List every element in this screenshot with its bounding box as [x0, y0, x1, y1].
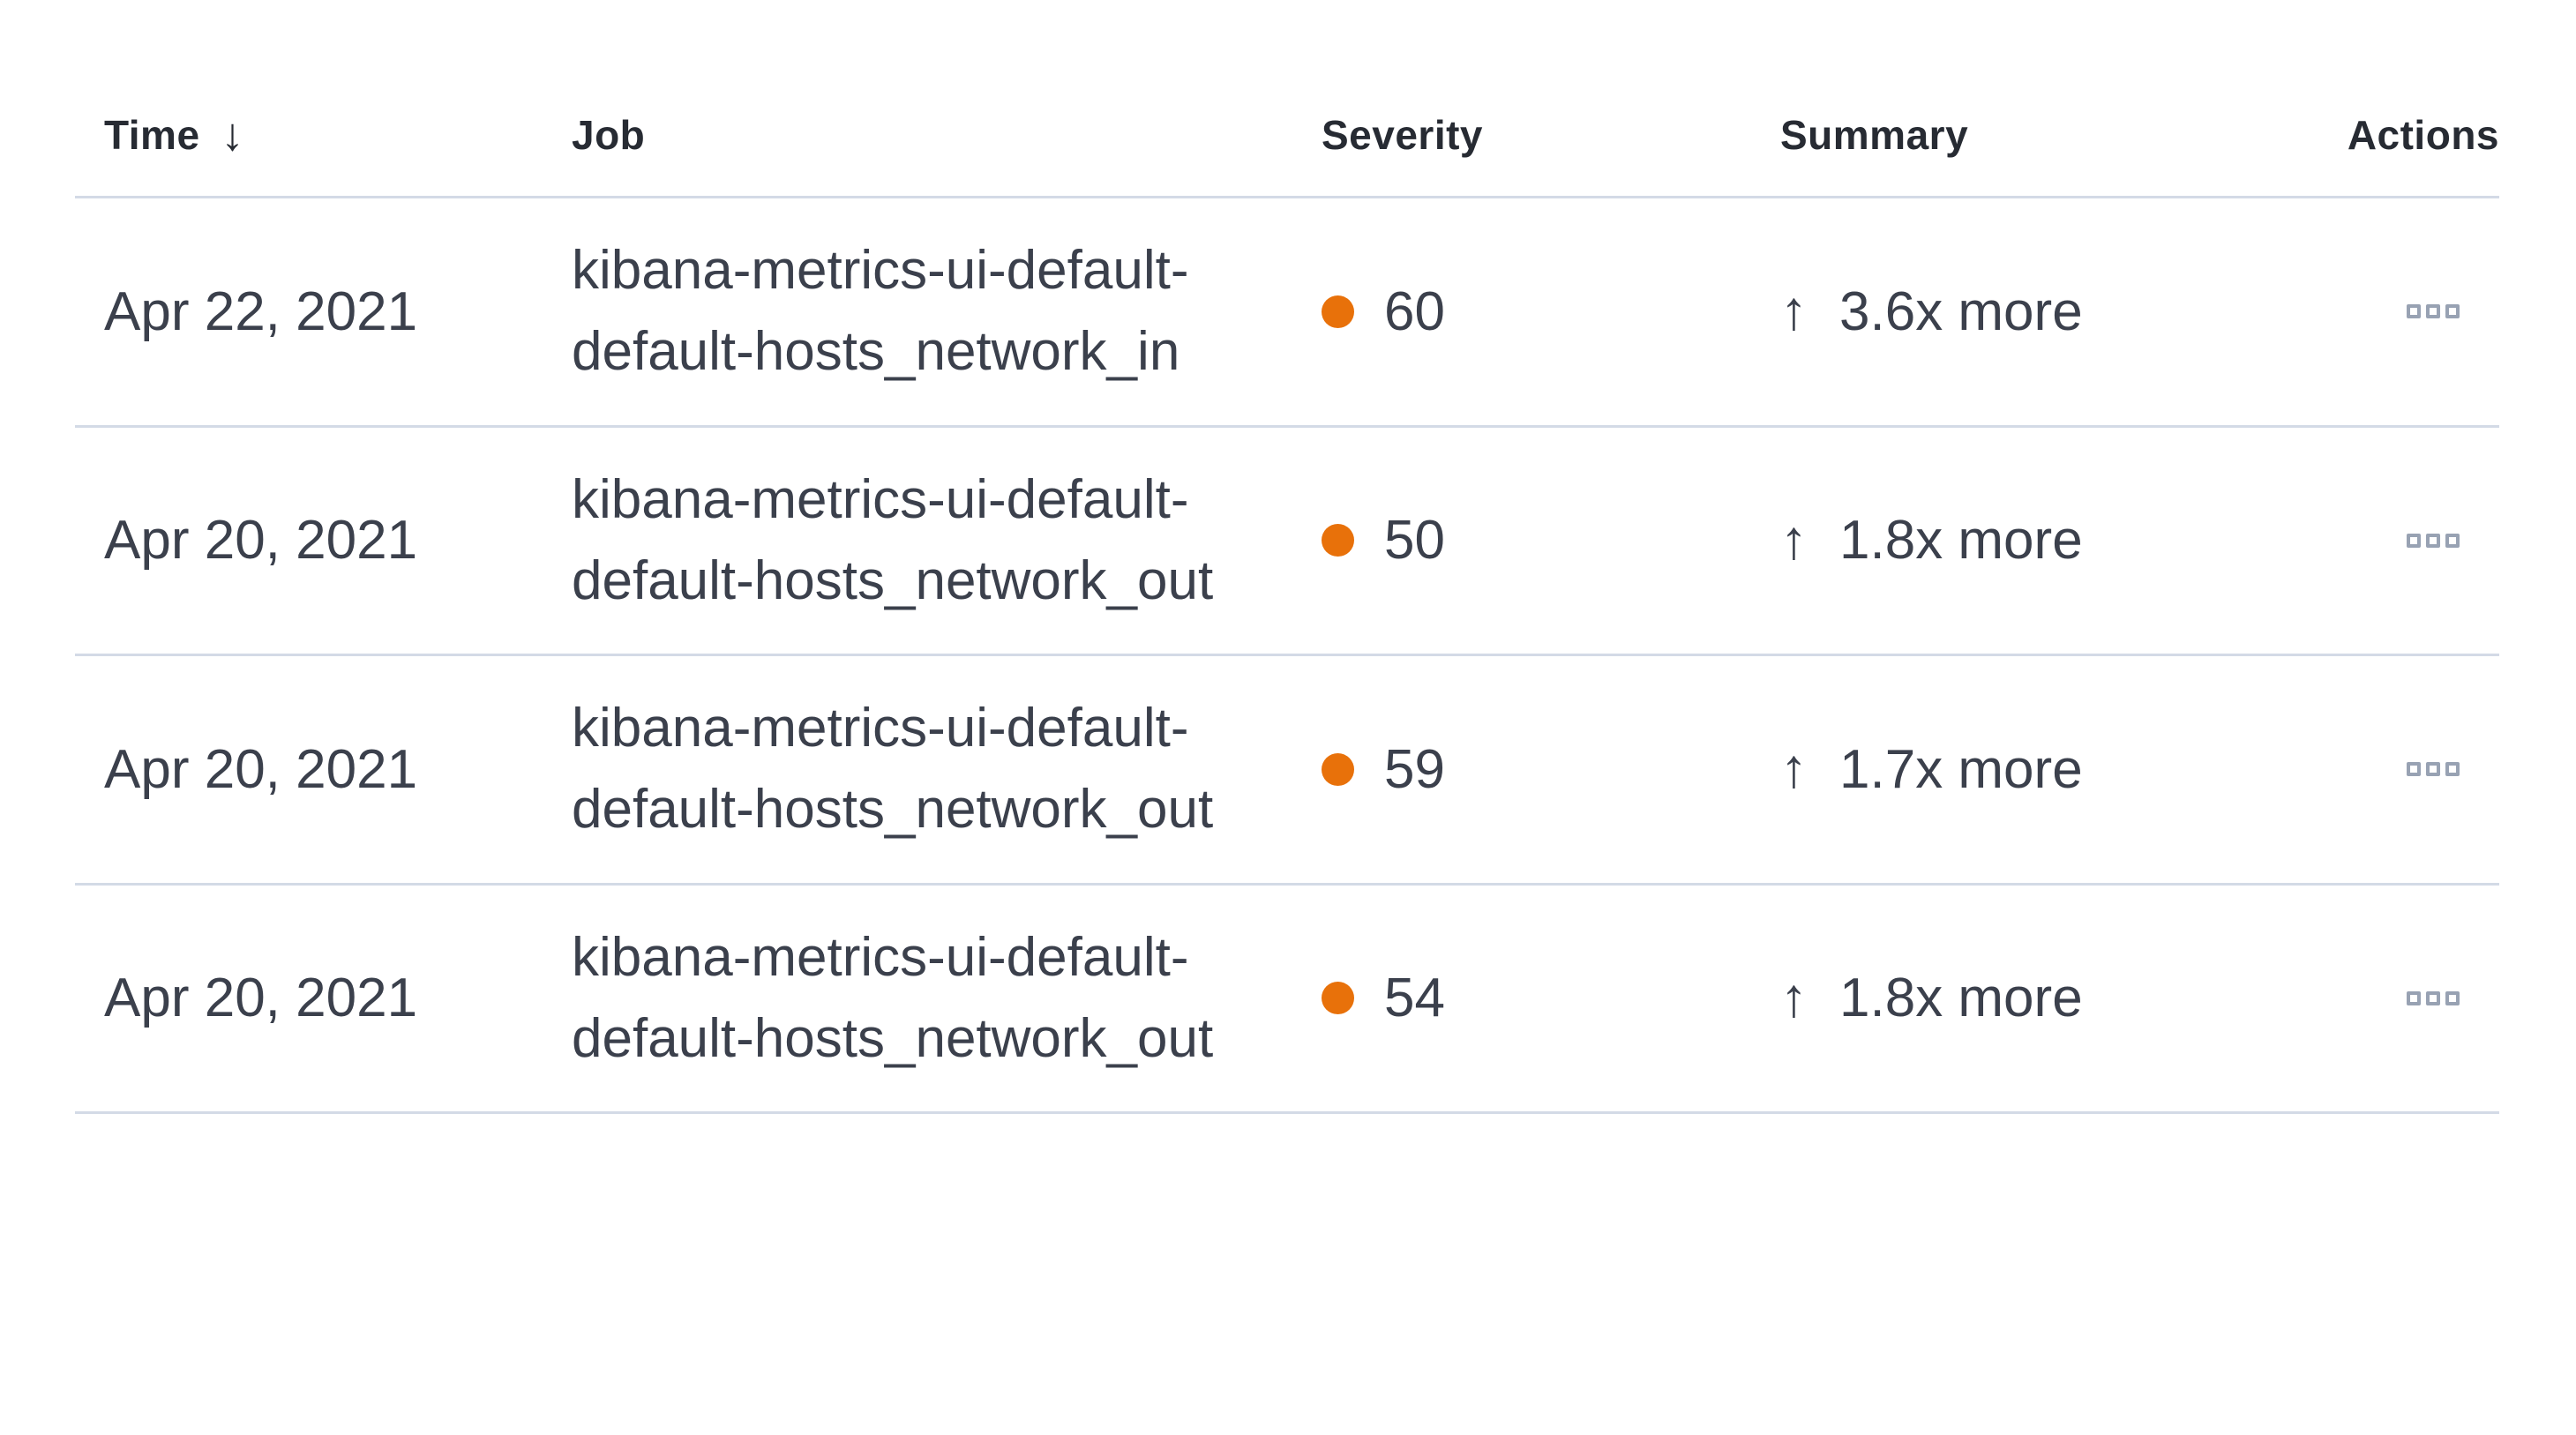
table-row: Apr 22, 2021 kibana-metrics-ui-default- …: [75, 198, 2499, 428]
row-actions-button[interactable]: [2407, 533, 2460, 548]
row-actions-button[interactable]: [2407, 762, 2460, 777]
severity-dot-icon: [1322, 982, 1354, 1015]
anomaly-severity: 54: [1292, 967, 1751, 1029]
severity-dot-icon: [1322, 752, 1354, 786]
anomaly-actions: [2294, 990, 2499, 1005]
anomaly-summary: ↑ 1.8x more: [1751, 967, 2294, 1029]
job-name-line1: kibana-metrics-ui-default-: [572, 926, 1189, 988]
job-name-line2: default-hosts_network_out: [572, 549, 1214, 611]
sort-descending-icon[interactable]: ↓: [221, 109, 245, 161]
anomaly-job-name: kibana-metrics-ui-default- default-hosts…: [543, 688, 1292, 850]
boxes-horizontal-icon: [2407, 990, 2421, 1005]
column-header-time[interactable]: Time ↓: [75, 111, 543, 196]
anomaly-job-name: kibana-metrics-ui-default- default-hosts…: [543, 230, 1292, 392]
anomaly-summary: ↑ 1.7x more: [1751, 738, 2294, 801]
anomaly-time: Apr 20, 2021: [104, 510, 418, 572]
anomaly-time: Apr 20, 2021: [104, 738, 418, 800]
boxes-horizontal-icon: [2407, 762, 2421, 777]
increase-arrow-icon: ↑: [1780, 967, 1808, 1028]
anomaly-severity: 50: [1292, 509, 1751, 572]
severity-score: 54: [1384, 968, 1445, 1029]
row-actions-button[interactable]: [2407, 990, 2460, 1005]
summary-text: 3.6x more: [1839, 280, 2083, 342]
severity-score: 60: [1384, 280, 1445, 342]
severity-score: 50: [1384, 510, 1445, 572]
column-header-actions: Actions: [2294, 111, 2499, 196]
table-header-row: Time ↓ Job Severity Summary Actions: [75, 0, 2499, 198]
increase-arrow-icon: ↑: [1780, 280, 1808, 342]
anomaly-actions: [2294, 533, 2499, 548]
job-header-label: Job: [572, 112, 646, 158]
actions-header-label: Actions: [2347, 112, 2499, 158]
severity-score: 59: [1384, 738, 1445, 800]
job-name-line1: kibana-metrics-ui-default-: [572, 468, 1189, 530]
increase-arrow-icon: ↑: [1780, 738, 1808, 800]
job-name-line2: default-hosts_network_out: [572, 779, 1214, 841]
anomaly-job-name: kibana-metrics-ui-default- default-hosts…: [543, 917, 1292, 1080]
time-header-label: Time: [104, 112, 200, 158]
anomaly-severity: 60: [1292, 280, 1751, 343]
table-row: Apr 20, 2021 kibana-metrics-ui-default- …: [75, 886, 2499, 1114]
anomaly-actions: [2294, 304, 2499, 319]
anomaly-time: Apr 22, 2021: [104, 280, 418, 342]
job-name-line1: kibana-metrics-ui-default-: [572, 240, 1189, 302]
anomaly-time: Apr 20, 2021: [104, 968, 418, 1029]
anomaly-summary: ↑ 3.6x more: [1751, 280, 2294, 343]
severity-dot-icon: [1322, 524, 1354, 557]
increase-arrow-icon: ↑: [1780, 509, 1808, 571]
anomaly-job-name: kibana-metrics-ui-default- default-hosts…: [543, 460, 1292, 622]
summary-text: 1.8x more: [1839, 510, 2083, 572]
anomaly-summary: ↑ 1.8x more: [1751, 509, 2294, 572]
job-name-line2: default-hosts_network_in: [572, 321, 1180, 383]
summary-header-label: Summary: [1780, 112, 1969, 158]
summary-text: 1.8x more: [1839, 968, 2083, 1029]
summary-text: 1.7x more: [1839, 738, 2083, 800]
column-header-severity: Severity: [1292, 111, 1751, 196]
severity-header-label: Severity: [1322, 112, 1484, 158]
boxes-horizontal-icon: [2407, 533, 2421, 548]
column-header-job: Job: [543, 111, 1292, 196]
anomalies-table: Time ↓ Job Severity Summary Actions Apr …: [75, 0, 2499, 1114]
job-name-line2: default-hosts_network_out: [572, 1007, 1214, 1069]
table-row: Apr 20, 2021 kibana-metrics-ui-default- …: [75, 428, 2499, 656]
severity-dot-icon: [1322, 295, 1354, 328]
anomaly-severity: 59: [1292, 738, 1751, 801]
column-header-summary: Summary: [1751, 111, 2294, 196]
anomaly-actions: [2294, 762, 2499, 777]
row-actions-button[interactable]: [2407, 304, 2460, 319]
boxes-horizontal-icon: [2407, 304, 2421, 319]
job-name-line1: kibana-metrics-ui-default-: [572, 698, 1189, 759]
table-row: Apr 20, 2021 kibana-metrics-ui-default- …: [75, 656, 2499, 886]
